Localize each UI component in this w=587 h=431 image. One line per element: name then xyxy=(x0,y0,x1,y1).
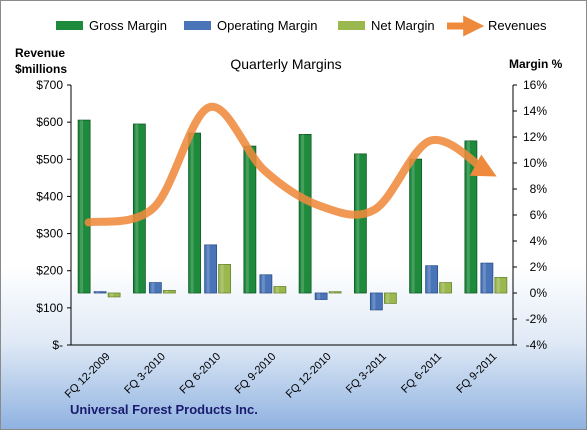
legend-label-operating-margin: Operating Margin xyxy=(217,18,317,33)
bar-net-margin xyxy=(108,293,120,297)
bar-highlight-operating-margin xyxy=(96,292,99,293)
bar-highlight-net-margin xyxy=(386,293,389,303)
y-left-tick-label: $400 xyxy=(36,189,63,203)
y-right-tick-label: 6% xyxy=(530,208,548,222)
bar-highlight-net-margin xyxy=(110,293,113,297)
bar-operating-margin xyxy=(370,293,382,310)
bar-operating-margin xyxy=(481,263,493,293)
y-right-tick-label: 14% xyxy=(523,104,547,118)
y-right-tick-label: 16% xyxy=(523,78,547,92)
bar-net-margin xyxy=(163,290,175,293)
bar-operating-margin xyxy=(260,275,272,293)
bar-net-margin xyxy=(219,264,231,293)
y-left-tick-label: $100 xyxy=(36,301,63,315)
bar-highlight-net-margin xyxy=(331,292,334,293)
bar-operating-margin xyxy=(149,283,161,293)
y-right-tick-label: 8% xyxy=(530,182,548,196)
bar-gross-margin xyxy=(133,124,145,293)
bar-highlight-net-margin xyxy=(497,277,500,293)
y-left-tick-label: $500 xyxy=(36,152,63,166)
y-left-tick-label: $300 xyxy=(36,227,63,241)
y-right-tick-label: 2% xyxy=(530,260,548,274)
y-right-ticks: -4% -2% 0% 2% 4% 6% 8% 10% 12% 14% 16% xyxy=(513,78,547,352)
y-left-tick-label: $- xyxy=(52,338,63,352)
bar-highlight-gross-margin xyxy=(467,141,470,293)
bar-highlight-operating-margin xyxy=(372,293,375,310)
x-category-label: FQ 6-2010 xyxy=(178,351,224,397)
bar-net-margin xyxy=(495,277,507,293)
bar-highlight-gross-margin xyxy=(356,154,359,293)
bar-net-margin xyxy=(440,283,452,293)
bar-operating-margin xyxy=(426,266,438,293)
y-left-tick-label: $200 xyxy=(36,264,63,278)
bar-highlight-operating-margin xyxy=(428,266,431,293)
y-right-tick-label: 4% xyxy=(530,234,548,248)
bar-gross-margin xyxy=(189,133,201,293)
footer-company-name: Universal Forest Products Inc. xyxy=(70,402,258,417)
y-left-ticks: $- $100 $200 $300 $400 $500 $600 $700 xyxy=(36,78,71,352)
legend-swatch-gross-margin xyxy=(56,21,83,30)
bar-gross-margin xyxy=(244,146,256,293)
bar-gross-margin xyxy=(410,159,422,293)
bar-highlight-gross-margin xyxy=(412,159,415,293)
y-left-label-line2: $millions xyxy=(15,62,67,76)
legend-label-net-margin: Net Margin xyxy=(371,18,435,33)
x-category-label: FQ 9-2010 xyxy=(233,351,279,397)
bar-gross-margin xyxy=(78,120,90,293)
revenue-line xyxy=(89,107,486,223)
bar-net-margin xyxy=(274,287,286,294)
bar-highlight-gross-margin xyxy=(80,120,83,293)
bar-gross-margin xyxy=(354,154,366,293)
y-right-label: Margin % xyxy=(509,57,563,71)
chart-title: Quarterly Margins xyxy=(230,56,341,72)
x-category-label: FQ 9-2011 xyxy=(454,351,499,396)
revenue-line-group xyxy=(89,107,486,223)
y-right-tick-label: 10% xyxy=(523,156,547,170)
bar-highlight-net-margin xyxy=(165,290,168,293)
bar-operating-margin xyxy=(94,292,106,293)
legend-swatch-operating-margin xyxy=(184,21,211,30)
x-category-label: FQ 3-2010 xyxy=(122,351,168,397)
y-right-tick-label: 12% xyxy=(523,130,547,144)
y-left-tick-label: $600 xyxy=(36,115,63,129)
bar-highlight-operating-margin xyxy=(262,275,265,293)
bar-highlight-gross-margin xyxy=(301,134,304,293)
legend-label-revenues: Revenues xyxy=(488,18,547,33)
bar-highlight-net-margin xyxy=(442,283,445,293)
y-left-label-line1: Revenue xyxy=(15,46,65,60)
y-right-tick-label: -4% xyxy=(526,338,548,352)
bar-highlight-operating-margin xyxy=(483,263,486,293)
bar-gross-margin xyxy=(299,134,311,293)
bar-highlight-operating-margin xyxy=(151,283,154,293)
y-right-tick-label: 0% xyxy=(530,286,548,300)
y-left-tick-label: $700 xyxy=(36,78,63,92)
bar-net-margin xyxy=(384,293,396,303)
x-category-label: FQ 6-2011 xyxy=(399,351,444,396)
bar-highlight-operating-margin xyxy=(207,245,210,293)
legend-label-gross-margin: Gross Margin xyxy=(89,18,167,33)
y-right-tick-label: -2% xyxy=(526,312,548,326)
legend: Gross Margin Operating Margin Net Margin… xyxy=(56,18,547,33)
bar-highlight-operating-margin xyxy=(317,293,320,300)
bar-highlight-gross-margin xyxy=(135,124,138,293)
bar-operating-margin xyxy=(205,245,217,293)
x-category-label: FQ 12-2010 xyxy=(284,351,334,401)
bar-net-margin xyxy=(329,292,341,293)
legend-swatch-net-margin xyxy=(338,21,365,30)
bar-highlight-gross-margin xyxy=(191,133,194,293)
x-category-label: FQ 12-2009 xyxy=(63,351,113,401)
bar-highlight-net-margin xyxy=(276,287,279,294)
bar-operating-margin xyxy=(315,293,327,300)
bar-highlight-net-margin xyxy=(221,264,224,293)
bar-highlight-gross-margin xyxy=(246,146,249,293)
x-category-label: FQ 3-2011 xyxy=(344,351,389,396)
